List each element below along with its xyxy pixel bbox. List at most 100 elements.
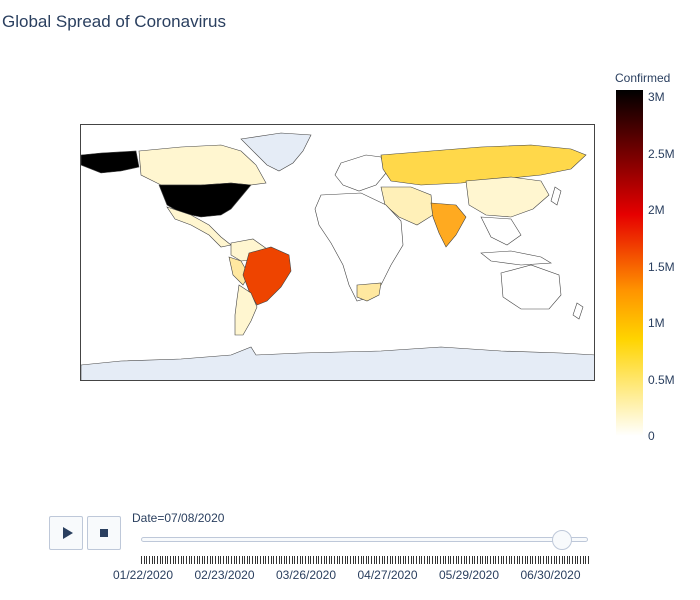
slider-tick <box>281 556 283 564</box>
slider-tick <box>196 556 198 564</box>
slider-tick <box>344 556 346 564</box>
slider-tick <box>553 556 555 564</box>
slider-tick <box>323 556 325 564</box>
slider-tick <box>172 556 174 564</box>
slider-tick <box>286 556 288 564</box>
slider-tick <box>326 556 328 564</box>
slider-tick <box>228 556 230 564</box>
slider-tick <box>558 556 560 564</box>
slider-tick <box>254 556 256 564</box>
slider-tick <box>447 556 449 564</box>
slider-tick <box>463 556 465 564</box>
slider-tick-label: 06/30/2020 <box>520 568 581 582</box>
choropleth-map <box>81 132 594 380</box>
slider-tick <box>569 556 571 564</box>
stop-button[interactable] <box>87 516 121 550</box>
slider-tick <box>302 556 304 564</box>
slider-tick <box>148 556 150 564</box>
slider-tick <box>453 556 455 564</box>
slider-tick <box>267 556 269 564</box>
slider-tick <box>236 556 238 564</box>
slider-rail[interactable] <box>141 537 588 542</box>
slider-tick <box>527 556 529 564</box>
slider-tick <box>429 556 431 564</box>
slider-tick <box>442 556 444 564</box>
slider-tick <box>490 556 492 564</box>
slider-tick <box>291 556 293 564</box>
slider-tick <box>468 556 470 564</box>
slider-tick <box>371 556 373 564</box>
slider-tick <box>297 556 299 564</box>
slider-handle[interactable] <box>552 530 573 550</box>
chart-title: Global Spread of Coronavirus <box>2 12 226 31</box>
slider-tick <box>426 556 428 564</box>
slider-tick <box>162 556 164 564</box>
slider-tick <box>421 556 423 564</box>
slider-tick <box>492 556 494 564</box>
region-south-africa <box>356 282 382 302</box>
slider-tick <box>482 556 484 564</box>
slider-tick <box>437 556 439 564</box>
slider-tick <box>519 556 521 564</box>
slider-tick <box>212 556 214 564</box>
region-east-asia <box>465 176 550 218</box>
slider-tick <box>585 556 587 564</box>
slider-tick <box>273 556 275 564</box>
slider-tick <box>506 556 507 564</box>
slider-tick <box>183 556 185 564</box>
world-map[interactable] <box>80 124 595 381</box>
slider-tick <box>394 556 396 564</box>
slider-tick <box>331 556 333 564</box>
slider-tick <box>159 556 161 564</box>
slider-tick <box>278 556 280 564</box>
slider-tick <box>582 556 584 564</box>
region-europe <box>334 154 387 192</box>
slider-tick <box>204 556 206 564</box>
slider-tick-label: 01/22/2020 <box>112 568 174 582</box>
play-icon <box>62 527 73 539</box>
colorbar-tick-label: 1.5M <box>648 259 675 274</box>
region-alaska <box>81 150 140 174</box>
slider-tick <box>207 556 209 564</box>
slider-tick <box>249 556 251 564</box>
slider-tick <box>455 556 457 564</box>
slider-tick <box>310 556 312 564</box>
slider-tick <box>304 556 306 564</box>
current-date-label: Date=07/08/2020 <box>132 511 225 525</box>
slider-tick <box>476 556 478 564</box>
slider-tick <box>397 556 399 564</box>
slider-tick <box>373 556 375 564</box>
slider-tick <box>503 556 505 564</box>
slider-tick <box>368 556 370 564</box>
region-southern-cone <box>234 284 258 336</box>
slider-tick <box>146 556 148 564</box>
slider-tick <box>424 556 425 564</box>
slider-tick <box>270 556 272 564</box>
slider-tick <box>543 556 545 564</box>
slider-tick <box>238 556 240 564</box>
slider-tick <box>188 556 190 564</box>
slider-ticks <box>141 556 589 564</box>
slider-tick <box>246 556 248 564</box>
slider-tick <box>511 556 513 564</box>
slider-tick <box>574 556 576 564</box>
slider-tick <box>418 556 420 564</box>
slider-tick <box>413 556 415 564</box>
slider-tick <box>487 556 489 564</box>
slider-tick <box>349 556 351 564</box>
slider-tick <box>479 556 481 564</box>
slider-tick <box>379 556 381 564</box>
slider-tick <box>307 556 309 564</box>
slider-tick <box>320 556 322 564</box>
slider-tick <box>416 556 418 564</box>
slider-tick <box>389 556 391 564</box>
play-button[interactable] <box>49 516 83 550</box>
slider-tick <box>471 556 473 564</box>
slider-tick <box>328 556 330 564</box>
slider-tick <box>141 556 142 564</box>
slider-tick <box>167 556 169 564</box>
slider-tick <box>156 556 158 564</box>
slider-tick <box>299 556 301 564</box>
slider-tick <box>154 556 156 564</box>
slider-tick <box>434 556 436 564</box>
